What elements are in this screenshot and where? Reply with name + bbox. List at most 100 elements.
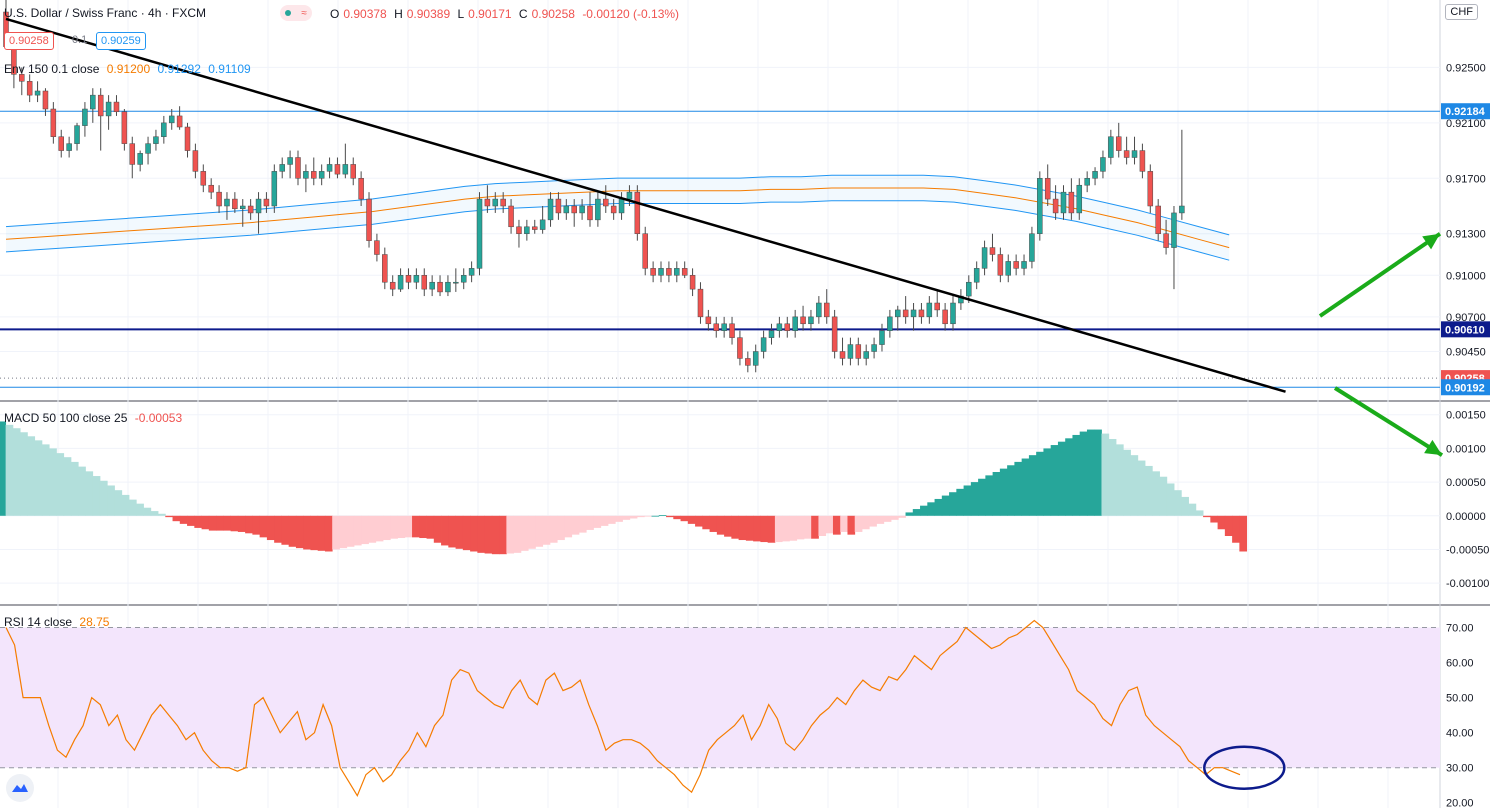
macd-bar bbox=[949, 492, 957, 516]
candle-body bbox=[681, 268, 688, 276]
macd-legend[interactable]: MACD 50 100 close 25 -0.00053 bbox=[4, 411, 186, 425]
candle-body bbox=[752, 351, 759, 366]
macd-label: MACD 50 100 close 25 bbox=[4, 411, 128, 425]
currency-button[interactable]: CHF bbox=[1445, 4, 1478, 20]
macd-bar bbox=[129, 499, 137, 516]
macd-bar bbox=[353, 515, 362, 546]
macd-bar bbox=[1188, 503, 1197, 516]
macd-bar bbox=[216, 515, 224, 531]
macd-bar bbox=[796, 515, 805, 540]
macd-bar bbox=[237, 515, 246, 532]
macd-bar bbox=[455, 515, 464, 549]
macd-bar bbox=[745, 515, 754, 541]
macd-bar bbox=[1057, 441, 1066, 516]
macd-bar bbox=[143, 507, 152, 516]
macd-bar bbox=[622, 515, 631, 520]
candle-body bbox=[492, 198, 499, 207]
macd-bar bbox=[208, 515, 217, 531]
candle-body bbox=[453, 281, 459, 284]
candle-body bbox=[1139, 150, 1146, 172]
macd-bar bbox=[448, 515, 456, 548]
macd-bar bbox=[520, 515, 529, 551]
tradingview-logo-icon[interactable] bbox=[6, 774, 34, 802]
macd-bar bbox=[506, 515, 515, 554]
candle-body bbox=[168, 115, 175, 124]
macd-bar bbox=[136, 503, 144, 516]
rsi-label: RSI 14 close bbox=[4, 615, 73, 629]
macd-bar bbox=[63, 457, 72, 516]
macd-bar bbox=[753, 515, 761, 542]
market-status[interactable]: ≈ bbox=[280, 5, 312, 21]
macd-bar bbox=[433, 515, 442, 543]
macd-bar bbox=[549, 515, 558, 543]
macd-bar bbox=[1123, 449, 1131, 516]
macd-bar bbox=[179, 515, 188, 524]
ask-button[interactable]: 0.90259 bbox=[96, 32, 146, 50]
macd-bar bbox=[970, 482, 979, 516]
macd-bar bbox=[1166, 483, 1175, 516]
macd-bar bbox=[274, 515, 282, 543]
price-tick-label: 0.90700 bbox=[1446, 312, 1486, 324]
candle-body bbox=[1131, 150, 1138, 158]
candle-body bbox=[879, 330, 885, 345]
macd-bar bbox=[854, 515, 863, 532]
macd-bar bbox=[774, 515, 783, 543]
rsi-legend[interactable]: RSI 14 close 28.75 bbox=[4, 615, 113, 629]
candle-body bbox=[895, 309, 901, 318]
candle-body bbox=[295, 157, 301, 179]
macd-bar bbox=[1065, 438, 1073, 516]
candle-body bbox=[966, 281, 972, 297]
candle-body bbox=[271, 171, 278, 207]
candle-body bbox=[318, 171, 325, 179]
candle-body bbox=[508, 205, 514, 228]
candle-body bbox=[1123, 150, 1130, 158]
macd-bar bbox=[1072, 434, 1081, 516]
macd-bar bbox=[680, 515, 689, 522]
candle-body bbox=[58, 136, 64, 151]
macd-bar bbox=[172, 515, 181, 522]
macd-bar bbox=[1210, 515, 1218, 523]
macd-bar bbox=[963, 485, 972, 516]
close-label: C bbox=[518, 7, 528, 21]
macd-bar bbox=[934, 498, 943, 516]
macd-bar bbox=[368, 515, 377, 543]
env-legend[interactable]: Env 150 0.1 close 0.91200 0.91292 0.9110… bbox=[4, 62, 255, 76]
candle-body bbox=[208, 184, 214, 193]
open-value: 0.90378 bbox=[343, 7, 387, 21]
candle-body bbox=[240, 205, 246, 210]
candle-body bbox=[642, 233, 648, 269]
candle-body bbox=[650, 268, 656, 276]
bid-button[interactable]: 0.90258 bbox=[4, 32, 54, 50]
arrow-up-head bbox=[1422, 233, 1440, 250]
macd-bar bbox=[404, 515, 413, 538]
candle-body bbox=[768, 330, 775, 338]
candle-body bbox=[382, 254, 388, 283]
candle-body bbox=[902, 309, 909, 318]
candle-body bbox=[200, 171, 207, 186]
macd-bar bbox=[825, 515, 834, 534]
candle-body bbox=[1108, 136, 1114, 158]
candle-body bbox=[413, 275, 420, 283]
change-value: -0.00120 (-0.13%) bbox=[582, 7, 680, 21]
candle-body bbox=[1084, 178, 1090, 186]
candle-body bbox=[658, 268, 664, 276]
macd-bar bbox=[651, 515, 660, 517]
macd-bar bbox=[637, 515, 645, 518]
candle-body bbox=[105, 101, 112, 117]
macd-bar bbox=[41, 444, 50, 516]
price-tick-label: 0.90450 bbox=[1446, 347, 1486, 359]
arrow-up-shaft bbox=[1318, 232, 1442, 318]
macd-bar bbox=[1239, 515, 1248, 552]
macd-bar bbox=[513, 515, 522, 553]
candle-body bbox=[784, 323, 791, 331]
rsi-tick-label: 70.00 bbox=[1446, 623, 1474, 635]
candle-body bbox=[1005, 261, 1011, 276]
macd-bar bbox=[158, 513, 166, 516]
macd-bar bbox=[687, 515, 696, 524]
symbol-title[interactable]: U.S. Dollar / Swiss Franc · 4h · FXCM bbox=[4, 6, 207, 20]
macd-bar bbox=[1050, 445, 1059, 516]
candle-body bbox=[697, 288, 704, 318]
candle-body bbox=[1052, 198, 1059, 214]
macd-bar bbox=[484, 515, 493, 554]
candle-body bbox=[224, 198, 230, 207]
